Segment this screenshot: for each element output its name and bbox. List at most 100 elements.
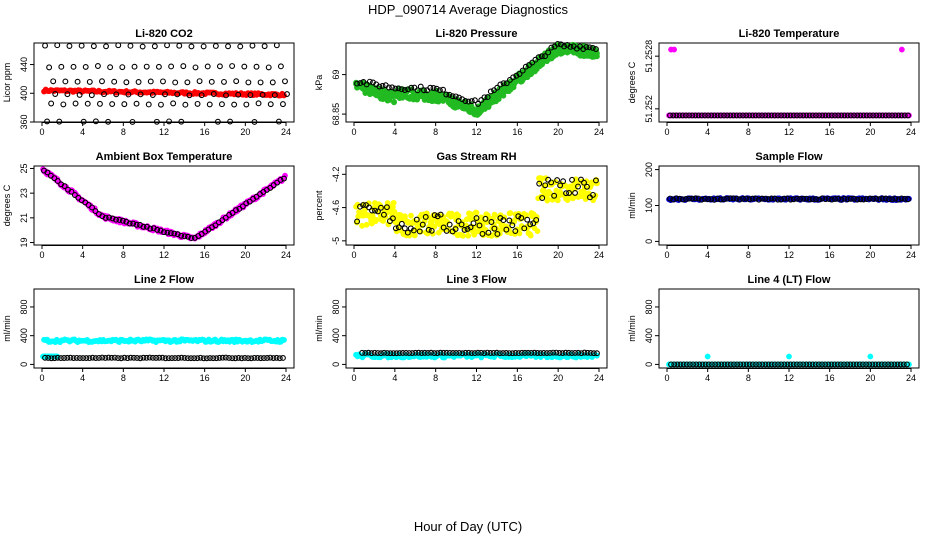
data-point-average bbox=[708, 112, 715, 119]
data-point-average bbox=[178, 118, 185, 125]
x-tick-label: 24 bbox=[906, 250, 916, 260]
data-point-average bbox=[822, 112, 829, 119]
data-point-average bbox=[275, 118, 282, 125]
data-point-average bbox=[701, 195, 708, 202]
y-tick-label: 800 bbox=[644, 299, 654, 314]
data-point-average bbox=[456, 349, 463, 356]
x-tick-label: 4 bbox=[392, 250, 397, 260]
data-point-average bbox=[210, 91, 217, 97]
x-tick-label: 20 bbox=[553, 373, 563, 383]
data-point-average bbox=[48, 100, 55, 107]
data-point-average bbox=[51, 175, 58, 182]
data-point-average bbox=[509, 222, 516, 229]
data-point-average bbox=[106, 214, 113, 221]
data-point-average bbox=[721, 196, 727, 203]
data-point-average bbox=[146, 354, 153, 361]
data-point-average bbox=[229, 355, 236, 362]
data-point-average bbox=[882, 112, 889, 119]
data-point-average bbox=[99, 354, 106, 361]
data-point-average bbox=[462, 98, 469, 104]
data-point-average bbox=[781, 112, 788, 119]
data-point-average bbox=[806, 196, 813, 203]
data-point-average bbox=[540, 349, 547, 356]
x-tick-label: 24 bbox=[281, 373, 291, 383]
data-point-fast bbox=[704, 353, 711, 360]
data-point-average bbox=[575, 349, 582, 356]
data-point-average bbox=[238, 355, 245, 362]
data-point-average bbox=[281, 175, 287, 182]
y-axis-label: ml/min bbox=[627, 315, 637, 342]
data-point-average bbox=[515, 350, 522, 357]
data-point-average bbox=[866, 112, 873, 119]
data-point-average bbox=[793, 195, 800, 202]
data-point-average bbox=[590, 350, 597, 357]
data-point-average bbox=[548, 179, 555, 186]
series-group bbox=[40, 166, 288, 242]
data-point-average bbox=[677, 361, 684, 368]
data-point-average bbox=[48, 355, 55, 362]
data-point-average bbox=[689, 195, 696, 202]
x-tick-label: 20 bbox=[553, 127, 563, 137]
data-point-average bbox=[415, 349, 422, 356]
data-point-average bbox=[398, 86, 405, 93]
data-point-average bbox=[860, 196, 867, 203]
data-point-average bbox=[385, 84, 392, 91]
data-point-average bbox=[115, 42, 122, 49]
series-group bbox=[666, 46, 912, 119]
data-point-average bbox=[380, 211, 387, 218]
data-point-average bbox=[200, 355, 207, 362]
data-point-fast bbox=[431, 223, 438, 230]
data-point-average bbox=[731, 361, 737, 368]
data-point-average bbox=[730, 112, 737, 119]
data-point-average bbox=[894, 361, 901, 368]
data-point-average bbox=[538, 53, 545, 60]
data-point-average bbox=[668, 361, 675, 368]
data-point-average bbox=[417, 83, 424, 90]
data-point-average bbox=[459, 350, 466, 357]
data-point-average bbox=[208, 78, 215, 85]
data-point-average bbox=[712, 361, 719, 368]
data-point-average bbox=[870, 112, 877, 119]
data-point-average bbox=[243, 101, 250, 108]
data-point-average bbox=[127, 42, 134, 49]
series-group bbox=[41, 42, 290, 125]
data-point-average bbox=[778, 196, 785, 203]
figure-xlabel: Hour of Day (UTC) bbox=[414, 519, 522, 534]
data-point-average bbox=[670, 112, 677, 119]
x-tick-label: 0 bbox=[351, 373, 356, 383]
data-point-average bbox=[121, 101, 128, 108]
data-point-average bbox=[813, 112, 819, 119]
panel-title: Li-820 CO2 bbox=[135, 28, 192, 40]
data-point-average bbox=[876, 112, 883, 119]
y-tick-label: 0 bbox=[644, 239, 654, 244]
data-point-average bbox=[437, 211, 444, 218]
panel-8: Line 3 Flow ml/min 0 4 8 12 16 20 24 0 400 800 bbox=[314, 274, 608, 383]
data-point-average bbox=[113, 216, 119, 223]
data-point-average bbox=[70, 63, 77, 70]
data-point-average bbox=[261, 43, 268, 50]
data-point-average bbox=[372, 207, 378, 214]
data-point-average bbox=[70, 355, 77, 361]
data-point-average bbox=[702, 361, 709, 368]
data-point-average bbox=[743, 112, 750, 119]
data-point-average bbox=[759, 361, 766, 368]
data-point-average bbox=[547, 349, 553, 356]
data-point-average bbox=[467, 224, 474, 231]
data-point-average bbox=[225, 43, 232, 50]
data-point-fast bbox=[534, 228, 541, 235]
data-point-average bbox=[50, 78, 57, 85]
x-tick-label: 4 bbox=[705, 250, 710, 260]
data-point-average bbox=[389, 215, 396, 222]
data-point-average bbox=[695, 112, 702, 119]
data-point-fast bbox=[455, 212, 462, 219]
data-point-average bbox=[433, 85, 440, 92]
data-point-average bbox=[736, 112, 743, 119]
data-point-average bbox=[410, 227, 417, 234]
data-point-average bbox=[503, 80, 510, 87]
panel-5: Gas Stream RH percent 0 4 8 12 16 20 24 -5 -4.6 -4.… bbox=[314, 151, 608, 260]
data-point-average bbox=[592, 46, 599, 52]
data-point-average bbox=[724, 112, 731, 119]
data-point-average bbox=[512, 228, 519, 234]
